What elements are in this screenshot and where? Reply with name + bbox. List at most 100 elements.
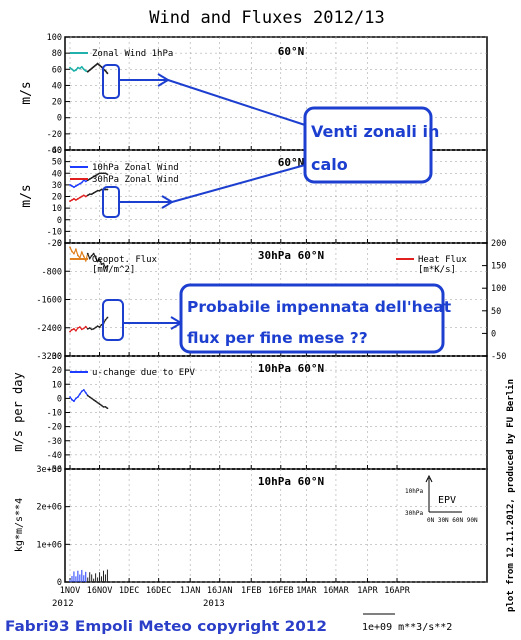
y-tick-label: 2e+06 — [36, 503, 62, 513]
zonal-wind-30hpa-point — [84, 195, 87, 198]
zonal-wind-1hpa-point — [104, 70, 107, 72]
y-tick-label: 20 — [52, 193, 62, 203]
highlight-box-2 — [102, 186, 120, 218]
callout-1-line-1: Venti zonali in — [311, 122, 439, 141]
y-tick-label: -40 — [47, 451, 62, 461]
panel-4-label: 10hPa 60°N — [258, 362, 324, 375]
geopot-flux-point — [75, 248, 77, 251]
zonal-wind-1hpa-line — [69, 65, 89, 73]
zonal-wind-10hpa-point — [84, 180, 87, 183]
zonal-wind-10hpa-point — [80, 181, 83, 184]
x-tick-label: 1DEC — [119, 586, 139, 596]
y-tick-label: -1600 — [36, 296, 62, 306]
zonal-wind-30hpa-point — [100, 188, 103, 191]
x-tick-label: 1FEB — [241, 586, 261, 596]
u-change-epv-point — [71, 398, 73, 401]
x-tick-label: 1MAR — [296, 586, 317, 596]
heat-flux-point — [86, 327, 89, 330]
zonal-wind-30hpa-point — [92, 192, 95, 194]
u-change-epv-point — [84, 391, 87, 394]
highlight-box-1 — [102, 64, 120, 99]
zonal-wind-10hpa-point — [94, 174, 97, 177]
y-tick-label: -40 — [47, 146, 62, 156]
y-tick-label: 20 — [52, 98, 62, 108]
connector-1 — [167, 79, 306, 126]
u-change-epv-point — [69, 396, 71, 398]
heat-flux-point — [84, 325, 87, 328]
zonal-wind-10hpa-point — [73, 186, 75, 189]
panel-1-label: 60°N — [278, 45, 305, 58]
y-tick-label-right: -50 — [491, 352, 506, 362]
zonal-wind-30hpa-point — [76, 197, 79, 200]
zonal-wind-30hpa-point — [104, 188, 107, 191]
heat-flux-point — [98, 326, 101, 328]
annotation-arrows — [102, 64, 306, 341]
zonal-wind-30hpa-point — [71, 199, 73, 201]
x-tick-label: 1NOV — [60, 586, 80, 596]
y-tick-label: 40 — [52, 169, 62, 179]
zonal-wind-10hpa-line — [69, 179, 89, 189]
legend-30hpa-zonal-wind: 30hPa Zonal Wind — [92, 175, 179, 185]
zonal-wind-1hpa-point — [84, 70, 87, 72]
y-tick-label: 80 — [52, 49, 62, 59]
zonal-wind-30hpa-point — [90, 193, 93, 196]
u-change-epv-point — [88, 396, 91, 398]
geopot-flux-point — [71, 250, 73, 253]
epv-inset-label: EPV — [438, 495, 456, 506]
y-tick-label: 10 — [52, 380, 62, 390]
zonal-wind-1hpa-point — [69, 66, 71, 69]
y-tick-label-right: 150 — [491, 262, 506, 272]
x-tick-label: 16MAR — [323, 586, 349, 596]
geopot-flux-point — [82, 255, 85, 258]
zonal-wind-1hpa-point — [75, 69, 77, 71]
scale-unit-label: 1e+09 m**3/s**2 — [362, 622, 452, 633]
geopot-flux-point — [92, 252, 95, 255]
x-tick-label: 16NOV — [87, 586, 113, 596]
u-change-epv-point — [82, 389, 85, 391]
legend-geopot-flux: Geopot. Flux — [92, 255, 158, 265]
zonal-wind-10hpa-point — [102, 172, 105, 175]
zonal-wind-30hpa-point — [69, 200, 71, 203]
y-tick-label: -20 — [47, 130, 62, 140]
u-change-epv-point — [86, 394, 89, 397]
geopot-flux-point — [84, 259, 87, 262]
x-tick-label: 16APR — [384, 586, 410, 596]
y-tick-label: 3e+06 — [36, 465, 62, 475]
x-tick-label: 1JAN — [180, 586, 200, 596]
heat-flux-point — [94, 326, 97, 329]
zonal-wind-30hpa-point — [82, 194, 85, 197]
y-tick-label: 50 — [52, 158, 62, 168]
y-tick-label: 0 — [57, 578, 62, 588]
x-tick-label: 16DEC — [146, 586, 172, 596]
u-change-epv-point — [90, 397, 93, 400]
zonal-wind-1hpa-point — [80, 65, 83, 68]
heat-flux-point — [69, 330, 71, 333]
zonal-wind-30hpa-point — [80, 195, 83, 198]
y-tick-label-right: 200 — [491, 239, 506, 249]
zonal-wind-1hpa-point — [100, 65, 103, 68]
zonal-wind-10hpa-point — [104, 172, 107, 175]
heat-flux-point — [96, 325, 99, 328]
zonal-wind-1hpa-point — [73, 70, 75, 72]
u-change-epv-point — [102, 405, 105, 408]
x-tick-label: 16JAN — [207, 586, 233, 596]
zonal-wind-10hpa-point — [98, 172, 101, 175]
zonal-wind-1hpa-point — [88, 69, 91, 71]
y-tick-label: 0 — [57, 239, 62, 249]
heat-flux-point — [76, 327, 79, 329]
geopot-flux-point — [98, 258, 101, 261]
u-change-epv-point — [98, 403, 101, 405]
u-change-epv-point — [94, 400, 97, 403]
u-change-epv-point — [96, 401, 99, 404]
legend-heat-flux-unit: [m*K/s] — [418, 265, 456, 275]
y-tick-label: 100 — [47, 33, 62, 43]
u-change-epv-line — [69, 388, 89, 403]
zonal-wind-10hpa-point — [76, 183, 79, 186]
y-tick-label-right: 100 — [491, 284, 506, 294]
zonal-wind-1hpa-point — [76, 66, 79, 69]
y-tick-label: 0 — [57, 114, 62, 124]
u-change-epv-point — [75, 397, 77, 400]
geopot-flux-point — [88, 257, 91, 260]
zonal-wind-1hpa-point — [96, 62, 99, 65]
epv-inset-bottom-label: 30hPa — [405, 510, 423, 517]
